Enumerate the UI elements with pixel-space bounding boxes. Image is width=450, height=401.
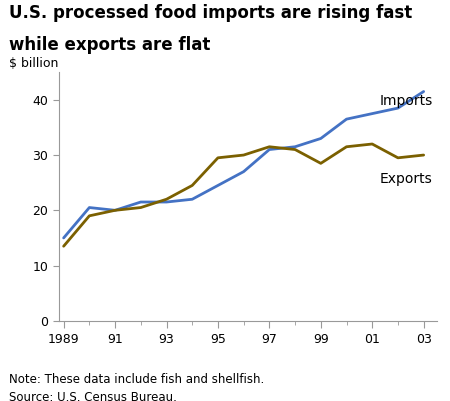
Text: $ billion: $ billion xyxy=(9,57,59,70)
Text: Note: These data include fish and shellfish.
Source: U.S. Census Bureau.: Note: These data include fish and shellf… xyxy=(9,373,264,401)
Text: Exports: Exports xyxy=(380,172,433,186)
Text: U.S. processed food imports are rising fast: U.S. processed food imports are rising f… xyxy=(9,4,412,22)
Text: while exports are flat: while exports are flat xyxy=(9,36,211,54)
Text: Imports: Imports xyxy=(380,94,433,108)
